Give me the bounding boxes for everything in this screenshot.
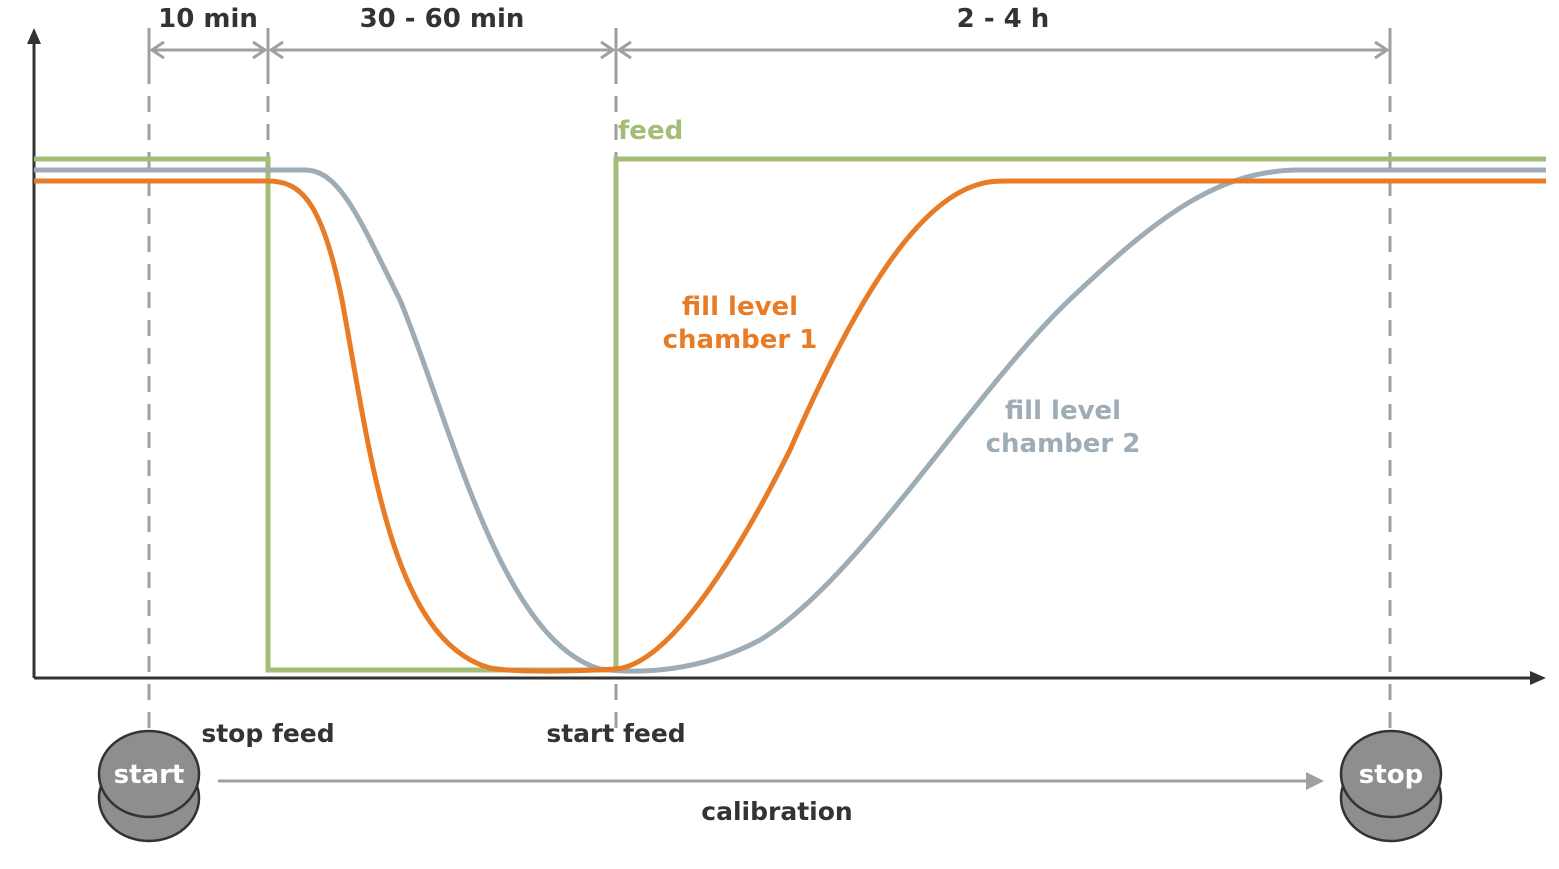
stop-button-label: stop — [1359, 760, 1423, 790]
interval-label-2-4h: 2 - 4 h — [957, 4, 1050, 34]
start-button-label: start — [114, 760, 185, 790]
interval-brackets — [147, 28, 1392, 70]
curve-chamber-1 — [34, 178, 1546, 674]
calibration-label: calibration — [701, 797, 852, 826]
x-axis-arrowhead — [1530, 671, 1546, 685]
event-stop-feed: stop feed — [201, 719, 334, 748]
start-button[interactable]: start — [97, 729, 201, 843]
chamber-2-label-line1: fill level — [1005, 396, 1121, 426]
interval-label-10min: 10 min — [158, 4, 258, 34]
calibration-arrowhead — [1306, 772, 1324, 790]
chamber-1-label-line1: fill level — [682, 292, 798, 322]
guide-lines — [147, 68, 1392, 738]
stop-button[interactable]: stop — [1339, 729, 1443, 843]
chamber-2-label-line2: chamber 2 — [986, 429, 1141, 459]
y-axis-arrowhead — [27, 28, 41, 44]
curve-chamber-2 — [34, 167, 1546, 674]
axes — [32, 42, 1532, 680]
interval-label-30-60min: 30 - 60 min — [360, 4, 525, 34]
curve-feed — [34, 156, 1546, 673]
event-start-feed: start feed — [546, 719, 685, 748]
chamber-1-label-line2: chamber 1 — [663, 325, 818, 355]
feed-curve-label: feed — [618, 116, 683, 146]
